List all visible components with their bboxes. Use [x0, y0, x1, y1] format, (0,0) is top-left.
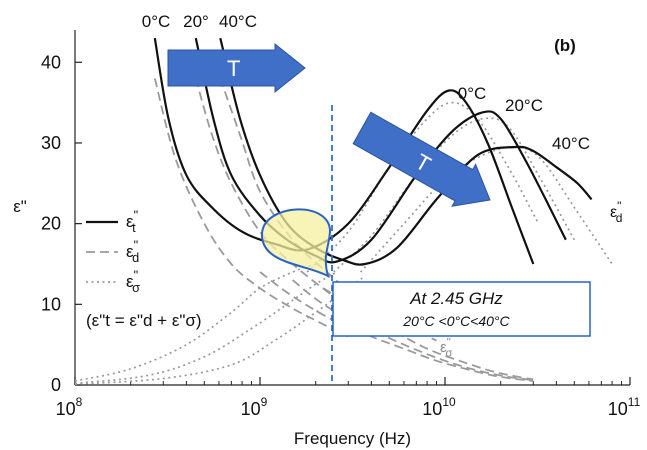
- legend-label: ε" d: [126, 237, 139, 265]
- legend-equation: (ε"t = ε"d + ε"σ): [86, 311, 202, 330]
- y-tick-label: 0: [51, 375, 61, 395]
- series-line: [322, 287, 534, 381]
- temperature-arrow-1: T: [167, 42, 306, 94]
- temp-label-top: 40°C: [219, 12, 257, 31]
- y-axis-title: ε": [13, 197, 27, 216]
- series-line: [194, 37, 567, 264]
- annotation-line1: At 2.45 GHz: [409, 289, 503, 308]
- y-tick-label: 30: [41, 133, 61, 153]
- temp-label-peak: 40°C: [552, 134, 590, 153]
- series-line: [153, 78, 349, 338]
- arrow-shape: [352, 111, 491, 207]
- series-line: [292, 279, 534, 382]
- annotation-box: [332, 281, 591, 337]
- y-tick-label: 10: [41, 294, 61, 314]
- temp-label-peak: 20°C: [505, 96, 543, 115]
- legend-label: ε" t: [126, 207, 138, 235]
- series-line: [259, 271, 534, 382]
- annotation-layer: At 2.45 GHz 20°C <0°C<40°C T T: [167, 42, 591, 385]
- arrow-label: T: [227, 56, 240, 81]
- annotation-line2: 20°C <0°C<40°C: [402, 313, 510, 329]
- temp-label-top: 0°C: [142, 12, 171, 31]
- arrow-shape: [167, 42, 306, 94]
- x-tick-label: 1010: [422, 395, 456, 419]
- series-line: [306, 101, 540, 273]
- labels-layer: 0°C 20° 40°C 0°C 20°C 40°C (b) ε" d ε" σ ε" t ε" d ε" σ (…: [86, 12, 622, 360]
- temp-label-top: 20°: [183, 12, 209, 31]
- series-line: [219, 37, 593, 266]
- x-tick-label: 108: [56, 395, 83, 419]
- y-tick-label: 40: [41, 52, 61, 72]
- y-tick-label: 20: [41, 214, 61, 234]
- x-tick-label: 109: [241, 395, 268, 419]
- x-tick-label: 1011: [608, 395, 641, 419]
- temperature-arrow-2: T: [352, 111, 491, 207]
- temp-label-peak: 0°C: [458, 84, 487, 103]
- x-axis-title: Frequency (Hz): [294, 429, 411, 448]
- curve-label-eps-d: ε" d: [610, 199, 622, 225]
- legend-label: ε" σ: [126, 267, 140, 295]
- panel-label: (b): [554, 36, 576, 55]
- series-line: [74, 275, 366, 386]
- curve-label-eps-sigma: ε" σ: [440, 336, 452, 359]
- axes-layer: 0 10 20 30 40 108 109 1010 1011 Frequency (Hz) ε": [13, 30, 641, 448]
- highlight-teardrop: [260, 208, 332, 278]
- series-line: [153, 37, 535, 265]
- series-line: [74, 271, 338, 385]
